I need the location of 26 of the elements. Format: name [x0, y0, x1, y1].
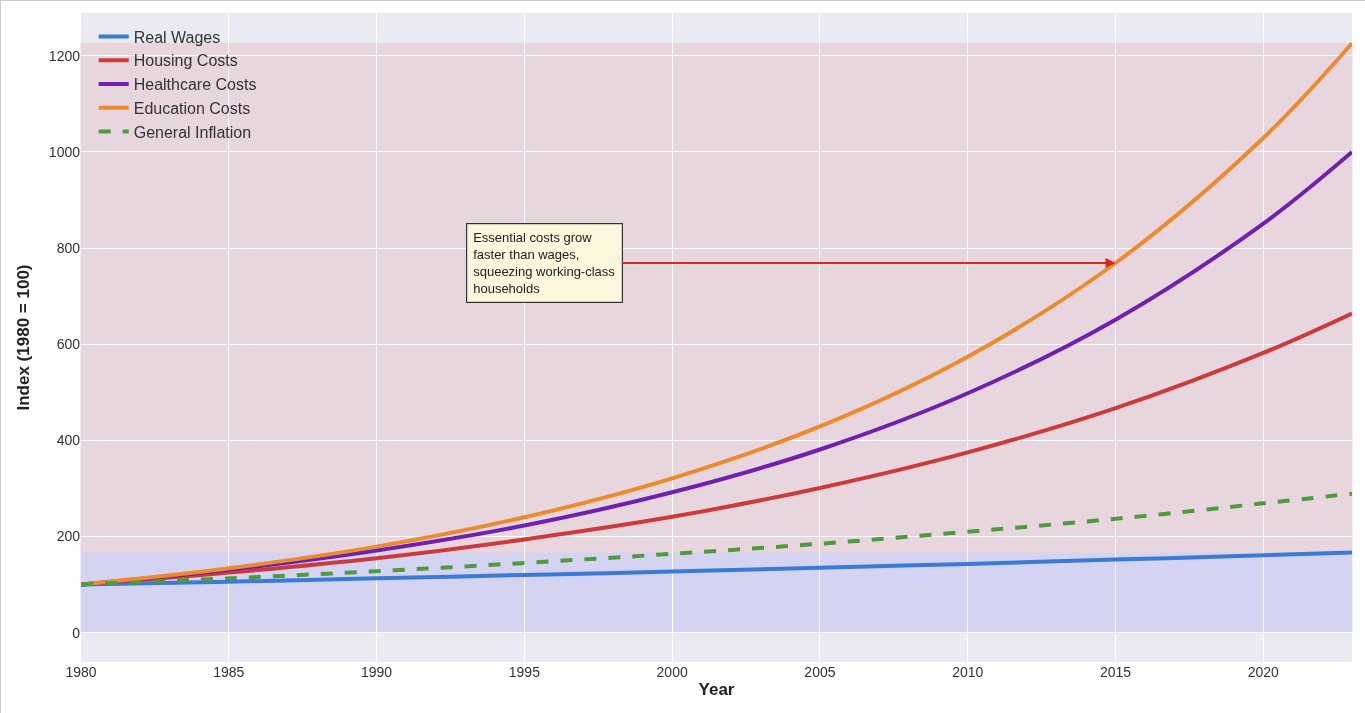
y-tick-label: 1000 — [48, 143, 81, 160]
legend-label: General Inflation — [133, 123, 252, 141]
legend-label: Education Costs — [133, 100, 251, 118]
x-tick-label: 2015 — [1099, 664, 1132, 680]
line-series — [81, 550, 1352, 587]
y-tick-label: 600 — [56, 336, 81, 353]
annotation: Essential costs grow faster than wages, squeezing working-class households — [473, 230, 616, 296]
y-tick-label: 800 — [56, 239, 81, 256]
x-tick-label: 2010 — [952, 664, 984, 680]
y-tick-label: 1200 — [48, 47, 81, 64]
x-tick-label: 1980 — [65, 664, 97, 680]
legend-label: Housing Costs — [133, 52, 238, 70]
y-axis-title: Index (1980 = 100) — [14, 264, 34, 411]
x-tick-label: 2000 — [656, 664, 688, 680]
legend-label: Healthcare Costs — [133, 76, 257, 94]
y-tick-label: 200 — [56, 528, 81, 545]
x-tick-label: 2020 — [1247, 664, 1280, 680]
y-tick-label: 400 — [56, 432, 81, 449]
x-axis-title: Year — [698, 680, 735, 700]
x-tick-label: 1985 — [213, 664, 245, 680]
x-tick-label: 2005 — [804, 664, 836, 680]
x-tick-label: 1995 — [508, 664, 541, 680]
y-tick-label: 0 — [72, 624, 81, 641]
x-tick-label: 1990 — [361, 664, 393, 680]
legend-label: Real Wages — [133, 28, 221, 46]
line-series — [81, 491, 1352, 587]
